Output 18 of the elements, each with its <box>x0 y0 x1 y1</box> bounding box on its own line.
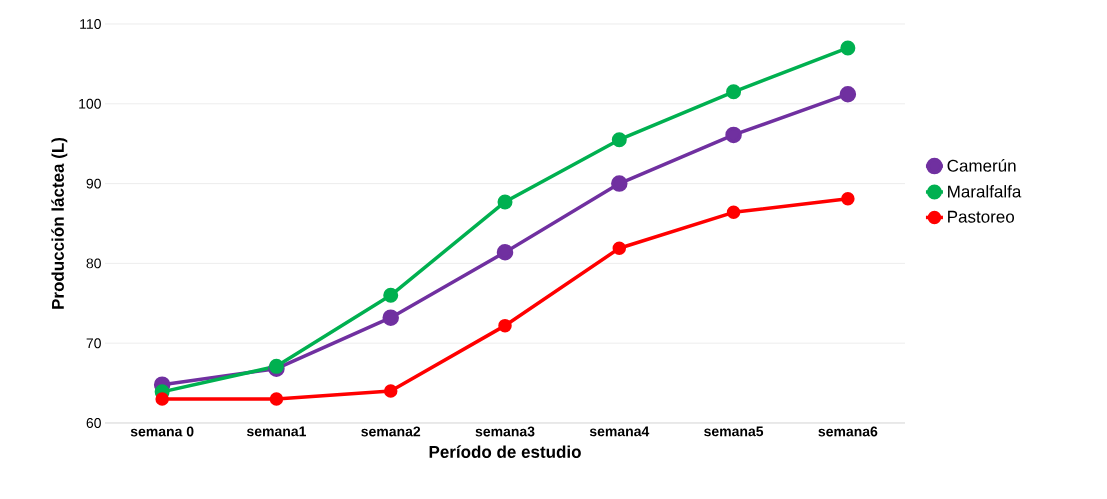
y-tick-label: 100 <box>79 98 101 109</box>
y-tick-label: 60 <box>86 418 101 428</box>
x-tick-label: semana2 <box>361 426 421 437</box>
x-tick-label: semana 0 <box>130 426 194 437</box>
legend-label: Camerún <box>947 159 1016 172</box>
y-axis-title: Producción láctea (L) <box>51 137 68 309</box>
y-tick-label: 90 <box>86 178 101 189</box>
x-tick-label: semana3 <box>475 426 535 437</box>
x-axis-title: Período de estudio <box>429 445 581 458</box>
y-tick-label: 70 <box>86 338 101 349</box>
x-tick-label: semana5 <box>704 426 764 437</box>
legend-label: Pastoreo <box>948 210 1015 223</box>
x-tick-label: semana1 <box>246 426 306 437</box>
x-tick-label: semana6 <box>818 426 878 437</box>
y-tick-label: 80 <box>86 258 101 269</box>
y-tick-label: 110 <box>80 19 101 29</box>
x-tick-label: semana4 <box>589 426 650 437</box>
legend-label: Maralfalfa <box>948 185 1022 198</box>
